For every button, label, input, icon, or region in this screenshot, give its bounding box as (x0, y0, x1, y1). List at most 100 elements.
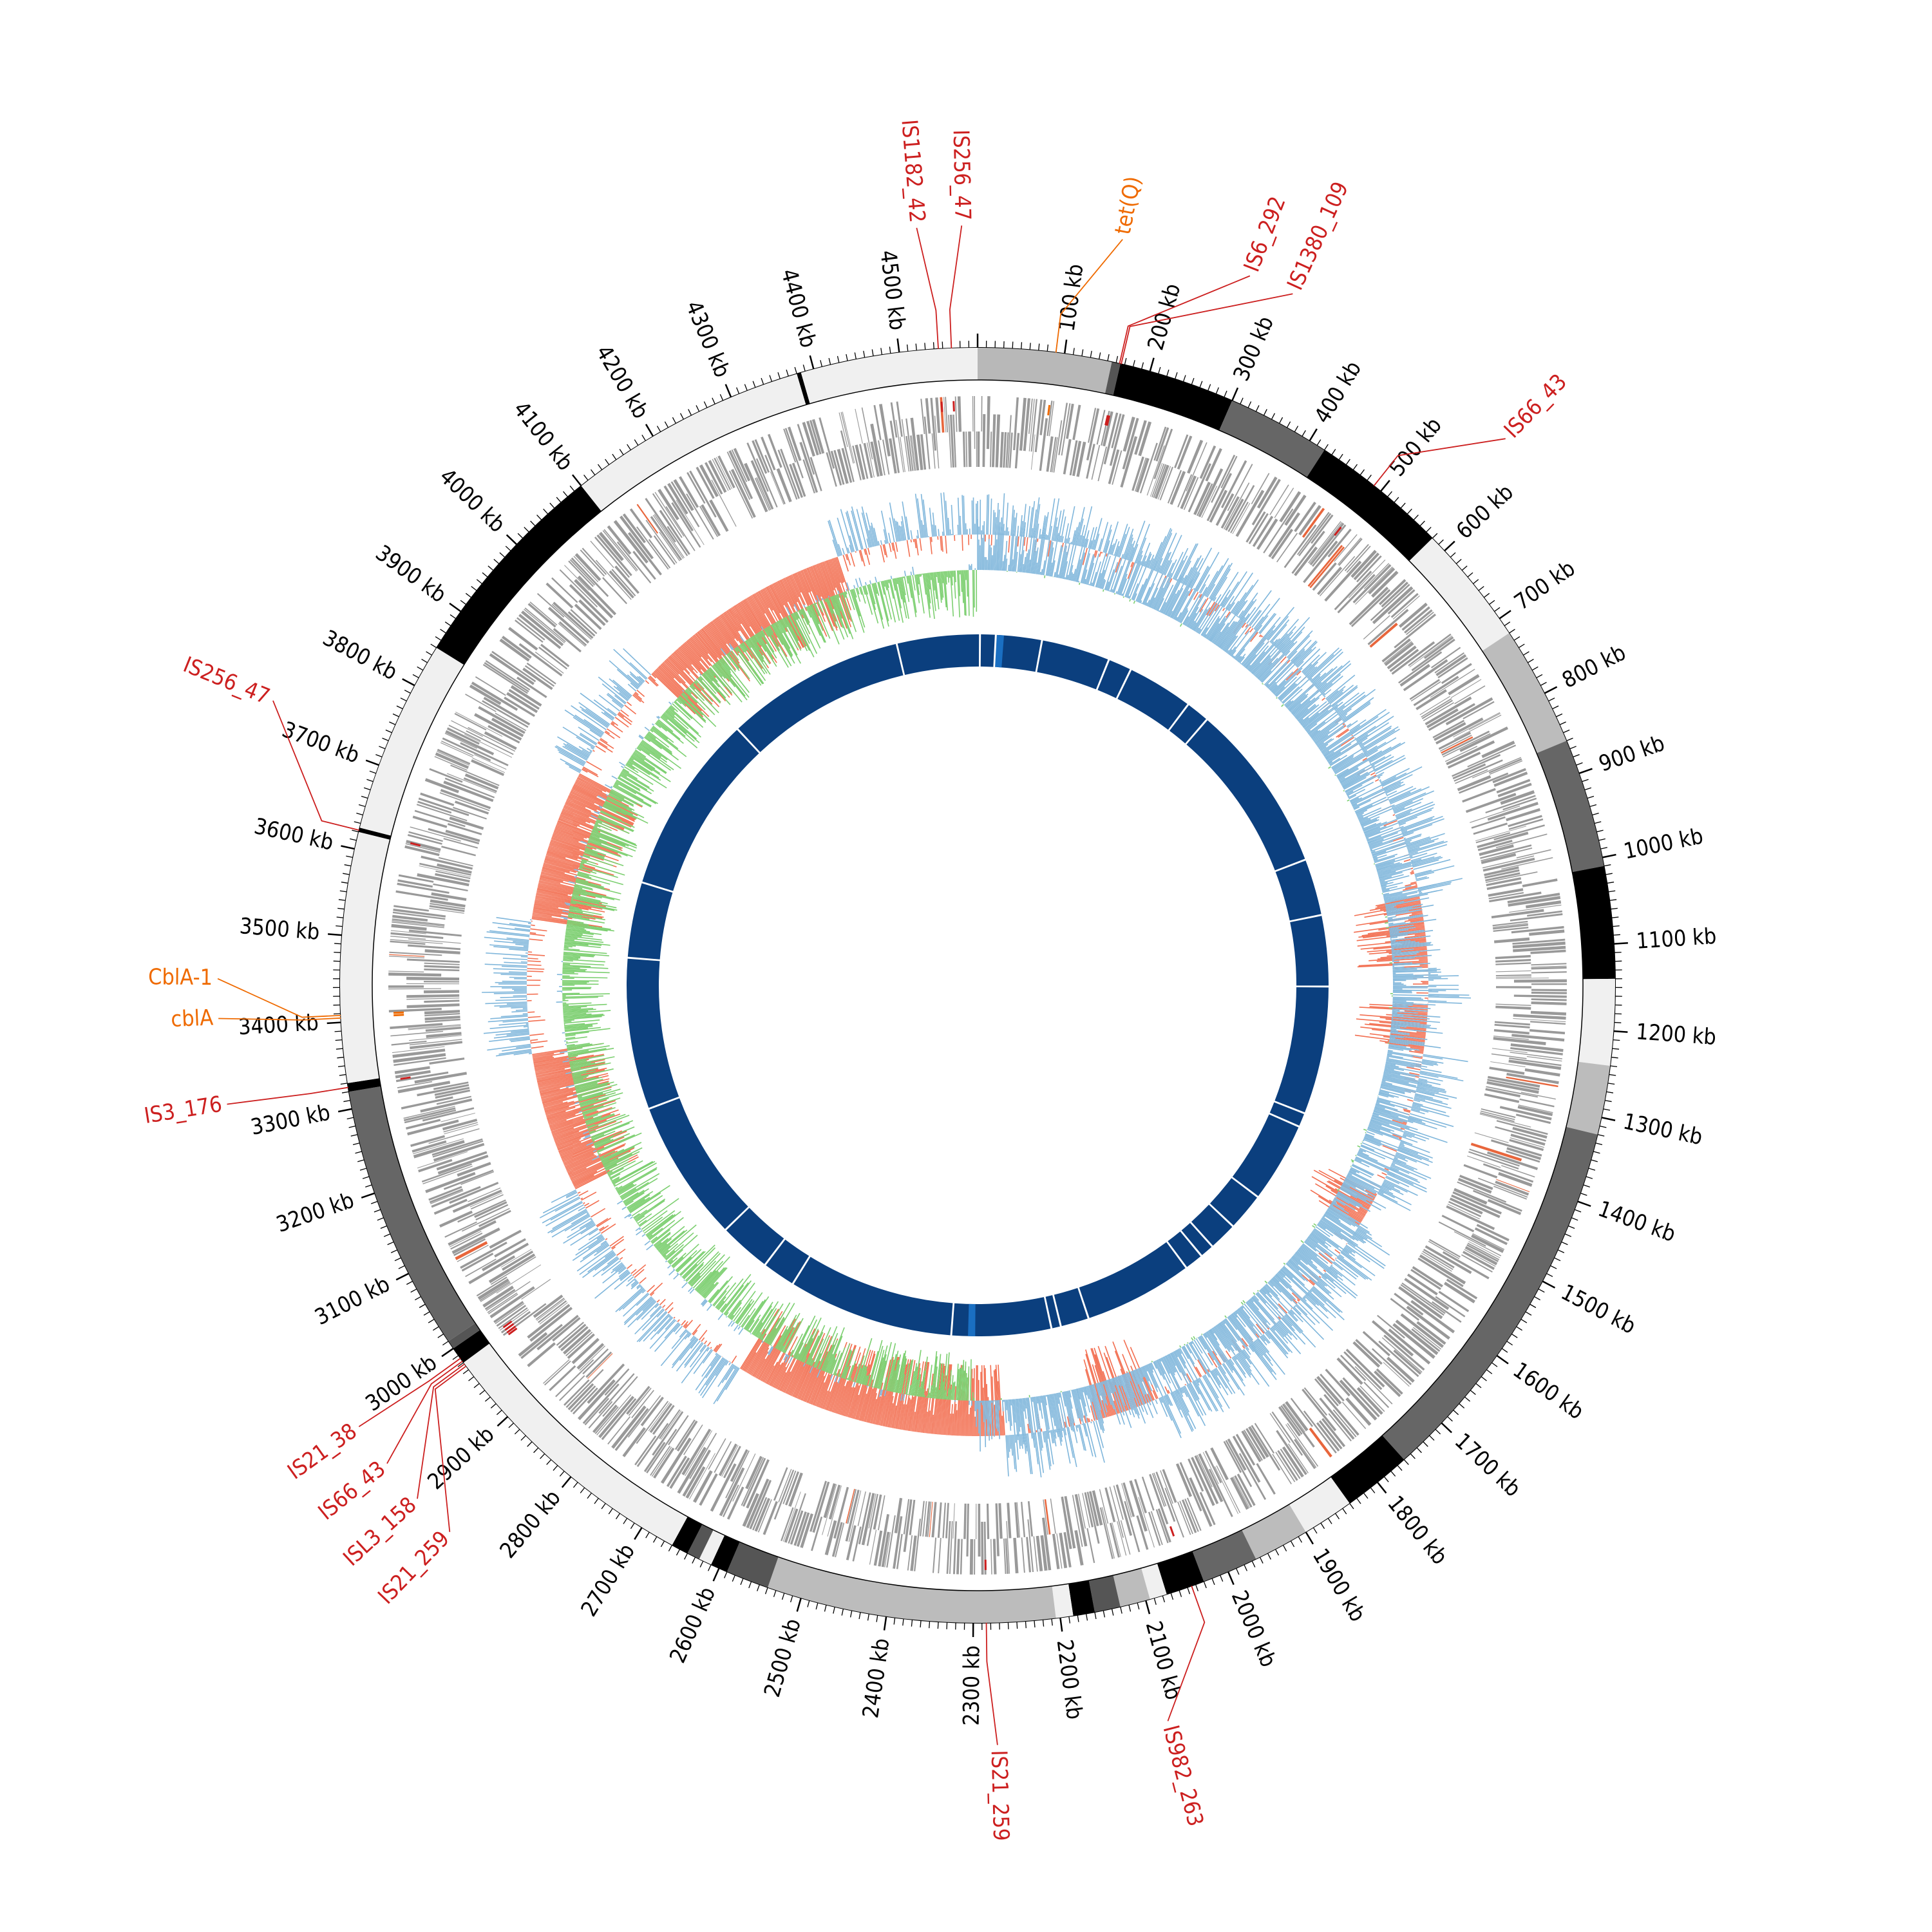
tick-mark (1511, 1333, 1518, 1338)
gene-glyph (999, 431, 1004, 468)
gene-glyph (730, 1449, 748, 1482)
tick-mark (841, 1608, 844, 1616)
gene-glyph (1050, 1498, 1056, 1534)
gene-glyph (781, 1507, 794, 1542)
tick-mark (1597, 1133, 1605, 1137)
tick-mark (1506, 1340, 1513, 1346)
tick-mark (339, 1074, 346, 1076)
leader-line (1055, 239, 1123, 353)
gene-glyph (764, 455, 786, 505)
contig-block (1537, 741, 1604, 873)
tick-mark (1548, 697, 1555, 702)
insertion-sequence-label: IS21_38 (283, 1418, 361, 1484)
tick-label: 1400 kb (1595, 1196, 1679, 1247)
gene-glyph (1150, 1511, 1163, 1546)
gene-glyph (425, 1171, 476, 1193)
gene-glyph (424, 1018, 460, 1023)
gene-glyph (1052, 437, 1058, 473)
gene-glyph (1480, 844, 1532, 859)
gene-glyph (1406, 1305, 1450, 1340)
tick-mark (1591, 1159, 1598, 1162)
gene-glyph (406, 994, 460, 998)
tick-mark (1397, 1464, 1403, 1471)
tick-label: 4100 kb (508, 397, 578, 476)
gene-glyph (1512, 1126, 1548, 1139)
tick-mark (796, 1597, 802, 1612)
gene-glyph (842, 412, 855, 464)
gene-glyph (611, 569, 636, 597)
gene-glyph (553, 628, 582, 653)
gene-glyph (1481, 741, 1515, 759)
gene-glyph (1111, 413, 1122, 449)
gene-glyph (744, 462, 768, 513)
tick-mark (400, 697, 408, 702)
gene-glyph (571, 1338, 600, 1365)
gene-glyph (745, 1455, 762, 1490)
gene-glyph (390, 939, 443, 944)
gene-glyph (1512, 938, 1566, 945)
gene-glyph (1395, 1320, 1439, 1356)
gene-glyph (754, 439, 770, 473)
gene-glyph (1411, 1328, 1441, 1352)
gene-glyph (920, 1501, 925, 1537)
gene-glyph (659, 1409, 681, 1439)
gene-glyph (555, 1359, 594, 1397)
tick-mark (1215, 387, 1219, 395)
feature-marker (393, 1011, 404, 1014)
gene-glyph (1423, 702, 1454, 721)
tick-mark (580, 1487, 585, 1493)
gene-glyph (392, 914, 428, 922)
gene-glyph (1522, 878, 1558, 887)
gene-glyph (710, 1463, 737, 1512)
gene-glyph (397, 879, 433, 888)
tick-mark (499, 552, 506, 558)
gene-glyph (1496, 1120, 1548, 1135)
gene-glyph (445, 730, 495, 755)
gene-glyph (645, 520, 677, 564)
gene-glyph (733, 448, 751, 482)
feature-marker (400, 1076, 411, 1080)
tick-mark (1531, 666, 1539, 671)
gene-glyph (1215, 493, 1235, 526)
gene-glyph (468, 1255, 516, 1285)
gene-glyph (527, 1342, 556, 1367)
gene-glyph (1356, 1387, 1383, 1415)
tick-mark (374, 1209, 381, 1213)
gene-glyph (1474, 1227, 1508, 1245)
tick-mark (1356, 1497, 1361, 1504)
gene-glyph (1507, 893, 1560, 904)
gene-glyph (437, 1154, 489, 1175)
gene-glyph (442, 737, 491, 762)
gene-glyph (422, 1107, 475, 1122)
gene-glyph (828, 1484, 841, 1520)
gene-glyph (1206, 473, 1233, 522)
gene-glyph (1416, 1321, 1446, 1345)
gene-glyph (448, 1220, 497, 1246)
tick-mark (1144, 1600, 1151, 1615)
gene-glyph (1285, 1401, 1309, 1432)
gene-glyph (442, 1119, 478, 1131)
tick-mark (496, 1409, 503, 1416)
gene-glyph (1476, 1224, 1510, 1242)
gene-glyph (1336, 1357, 1363, 1385)
tick-mark (1345, 459, 1350, 466)
gene-glyph (1238, 1453, 1267, 1501)
gene-glyph (452, 1189, 502, 1213)
tick-mark (520, 1435, 527, 1441)
tick-mark (426, 651, 433, 656)
gene-glyph (1419, 1254, 1466, 1285)
gene-glyph (430, 1190, 464, 1204)
gene-glyph (424, 968, 460, 972)
gene-glyph (571, 557, 609, 598)
gene-glyph (1223, 1441, 1242, 1473)
tick-mark (863, 350, 866, 358)
gene-glyph (776, 468, 792, 502)
gene-glyph (1197, 483, 1213, 516)
tick-mark (1600, 847, 1607, 849)
gene-glyph (1372, 1348, 1412, 1385)
gene-glyph (1438, 732, 1472, 750)
gene-glyph (1529, 929, 1565, 936)
gene-glyph (455, 800, 489, 815)
gene-glyph (650, 1445, 671, 1476)
tick-mark (1472, 579, 1479, 585)
